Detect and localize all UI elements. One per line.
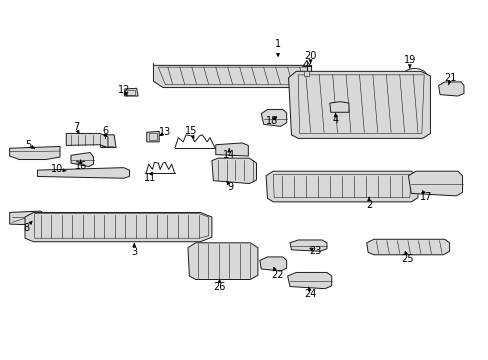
Text: 15: 15 bbox=[184, 126, 197, 136]
Polygon shape bbox=[153, 64, 311, 87]
Text: 24: 24 bbox=[304, 289, 316, 298]
Polygon shape bbox=[10, 211, 45, 225]
Text: 19: 19 bbox=[403, 55, 415, 65]
Text: 3: 3 bbox=[131, 247, 137, 257]
Text: 13: 13 bbox=[159, 127, 171, 138]
Polygon shape bbox=[10, 147, 60, 159]
Polygon shape bbox=[407, 171, 462, 196]
Polygon shape bbox=[261, 109, 286, 126]
Text: 5: 5 bbox=[25, 140, 31, 150]
Text: 26: 26 bbox=[213, 282, 225, 292]
Polygon shape bbox=[304, 71, 308, 76]
Polygon shape bbox=[66, 134, 108, 148]
Text: 18: 18 bbox=[265, 116, 278, 126]
Polygon shape bbox=[288, 71, 429, 138]
Text: 2: 2 bbox=[365, 200, 371, 210]
Circle shape bbox=[405, 72, 423, 85]
Text: 9: 9 bbox=[226, 182, 233, 192]
Text: 20: 20 bbox=[304, 51, 316, 61]
Polygon shape bbox=[329, 102, 348, 112]
Text: 8: 8 bbox=[23, 222, 29, 233]
Text: 12: 12 bbox=[117, 85, 130, 95]
Polygon shape bbox=[438, 82, 463, 96]
Text: 25: 25 bbox=[400, 255, 413, 264]
Polygon shape bbox=[215, 143, 248, 156]
Text: 4: 4 bbox=[332, 115, 338, 125]
Polygon shape bbox=[187, 243, 257, 279]
Polygon shape bbox=[124, 88, 138, 96]
Text: 23: 23 bbox=[308, 246, 321, 256]
Text: 11: 11 bbox=[143, 173, 155, 183]
Text: 16: 16 bbox=[74, 161, 86, 171]
Polygon shape bbox=[100, 135, 116, 148]
Polygon shape bbox=[71, 153, 93, 167]
Polygon shape bbox=[25, 212, 211, 242]
Polygon shape bbox=[259, 257, 286, 271]
Text: 7: 7 bbox=[73, 122, 79, 132]
Polygon shape bbox=[265, 171, 417, 202]
Polygon shape bbox=[38, 168, 129, 178]
Polygon shape bbox=[366, 239, 448, 255]
Polygon shape bbox=[287, 273, 331, 289]
Text: 10: 10 bbox=[50, 165, 62, 174]
Text: 1: 1 bbox=[274, 39, 281, 49]
Polygon shape bbox=[146, 131, 159, 142]
Text: 21: 21 bbox=[444, 73, 456, 84]
Text: 14: 14 bbox=[223, 150, 235, 159]
Polygon shape bbox=[289, 240, 326, 251]
Polygon shape bbox=[211, 158, 256, 184]
Text: 17: 17 bbox=[420, 192, 432, 202]
Text: 22: 22 bbox=[270, 270, 283, 280]
Text: 6: 6 bbox=[102, 126, 108, 136]
